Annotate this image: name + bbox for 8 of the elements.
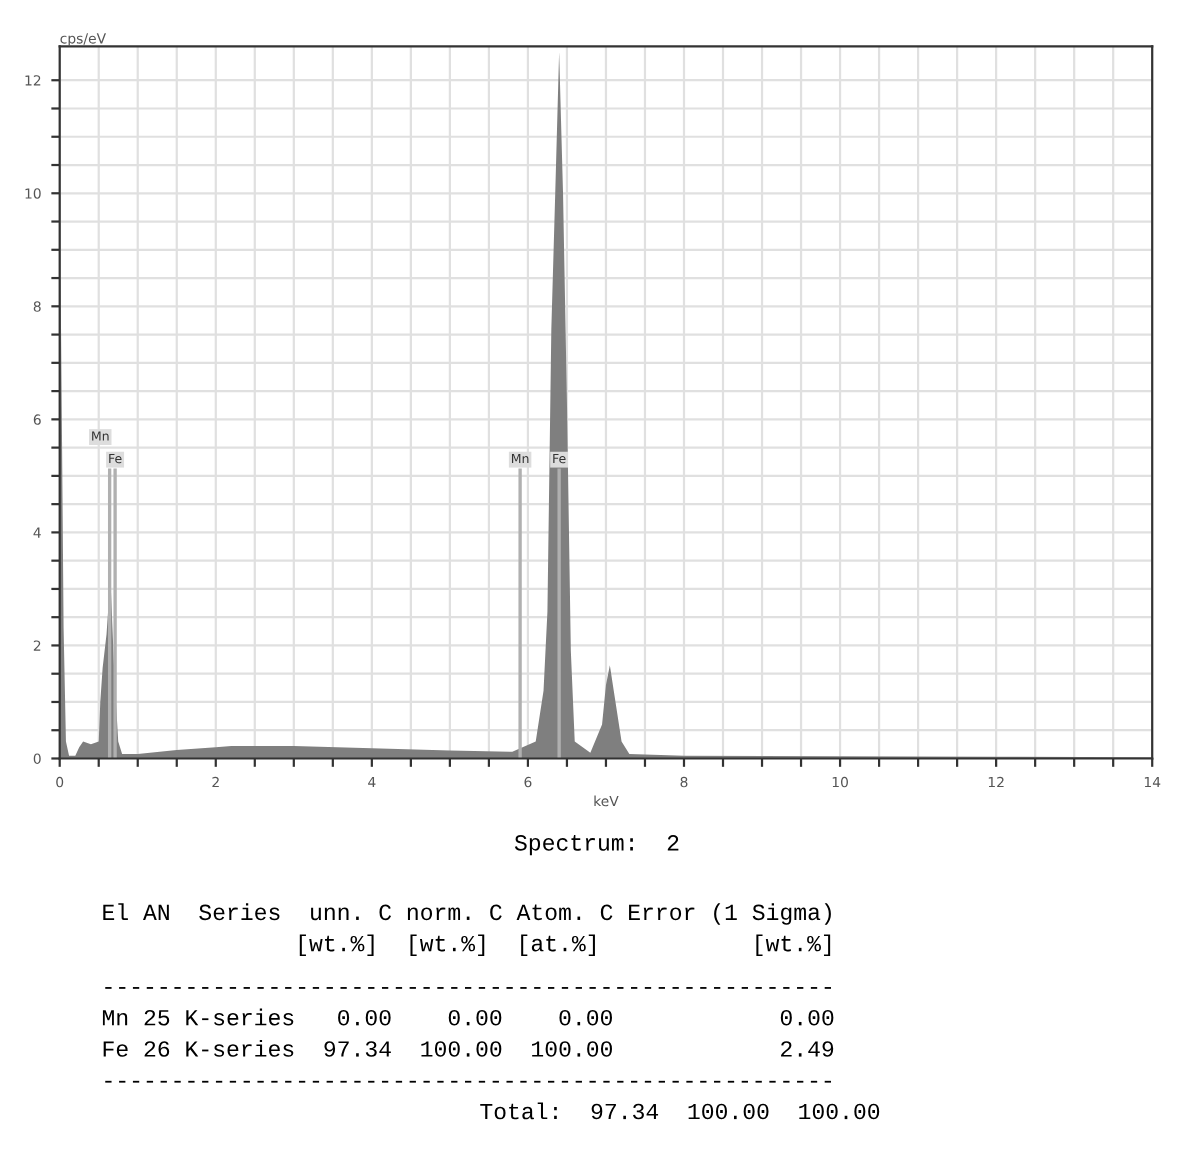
text: El AN Series unn. C norm. C Atom. C Error (1 Sigma) [103,903,831,925]
text: ----------------------------------------------------- [105,987,832,989]
text: ----------------------------------------------------- [105,1080,832,1083]
text: [wt.%] [wt.%] [at.%] [wt.%] [299,934,831,956]
text: Mn 25 K-series 0.00 0.00 0.00 0.00 [102,1008,834,1026]
text: Total: 97.34 100.00 100.00 [480,1102,880,1120]
text: Fe 26 K-series 97.34 100.00 100.00 2.49 [103,1039,834,1057]
text: Spectrum: 2 [514,835,679,856]
